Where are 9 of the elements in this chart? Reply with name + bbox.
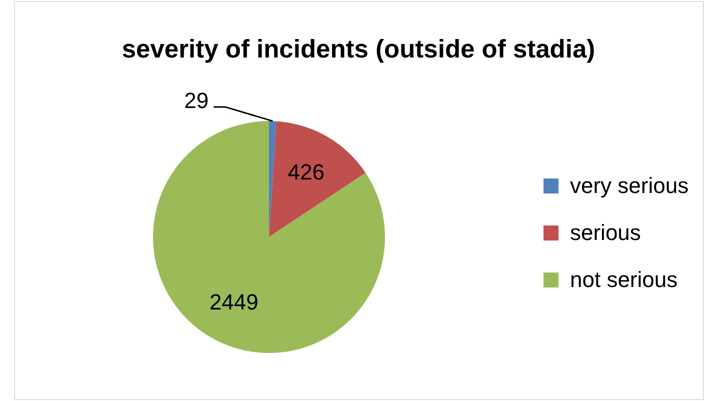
data-label: 2449 — [209, 289, 258, 314]
legend-label: very serious — [570, 173, 689, 198]
legend-label: serious — [570, 220, 641, 245]
pie-slice — [153, 121, 385, 353]
pie-slice — [269, 121, 366, 237]
chart-title: severity of incidents (outside of stadia) — [122, 36, 596, 64]
legend-label: not serious — [570, 267, 678, 292]
data-label: 29 — [184, 88, 209, 114]
data-label: 426 — [288, 160, 324, 185]
